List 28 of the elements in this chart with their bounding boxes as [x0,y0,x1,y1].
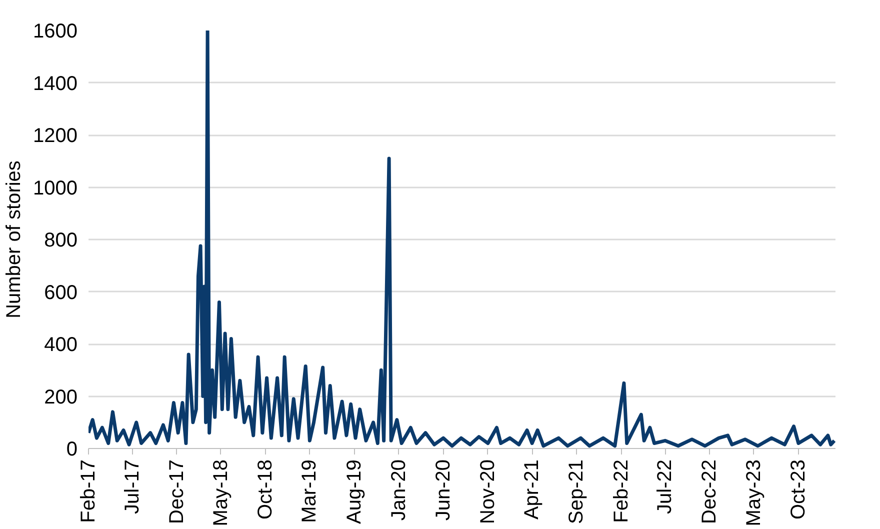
x-tick-label: Dec-22 [698,459,721,524]
y-tick-label: 1200 [33,125,78,147]
x-tick-label: Jul-22 [654,459,676,514]
x-tick-label: Jul-17 [121,459,144,514]
y-tick-label: 400 [44,334,78,356]
x-tick-label: Dec-17 [166,459,188,524]
x-tick-label: Nov-20 [476,459,499,524]
x-tick-label: Mar-19 [298,459,321,523]
x-tick-label: May-23 [742,459,765,526]
x-tick-label: Feb-22 [610,459,632,523]
x-tick-label: Sep-21 [566,459,588,524]
y-tick-label: 600 [44,282,78,304]
x-tick-label: Jan-20 [388,459,410,521]
y-tick-label: 1600 [33,20,78,42]
x-tick-label: Apr-21 [521,460,544,520]
x-tick-label: Oct-23 [787,459,810,520]
y-tick-label: 1000 [33,177,78,200]
x-tick-label: Jun-20 [432,459,454,521]
x-tick-label: Aug-19 [343,459,366,524]
y-tick-label: 1400 [33,72,78,95]
x-tick-label: Oct-18 [254,459,277,520]
x-tick-label: May-18 [210,459,232,526]
y-tick-label: 200 [44,386,78,408]
x-tick-label: Feb-17 [78,459,100,523]
line-series [88,30,836,448]
y-tick-label: 0 [66,438,78,460]
y-tick-label: 800 [44,230,78,252]
y-axis-title: Number of stories [3,160,26,318]
